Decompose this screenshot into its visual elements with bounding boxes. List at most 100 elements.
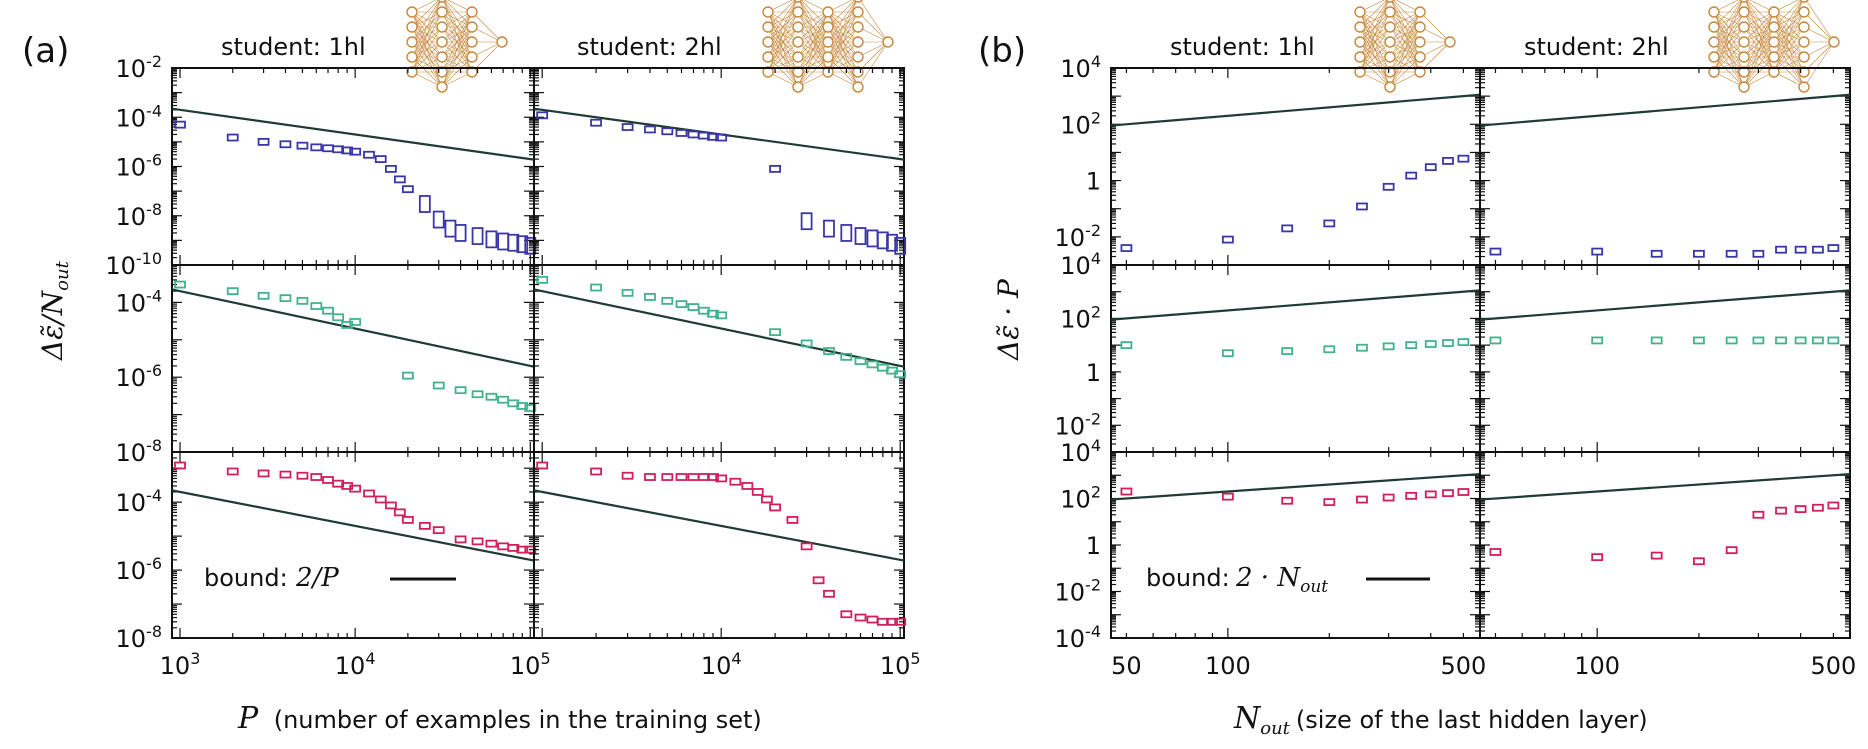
a-y-axis-label: Δε̃/Nout: [36, 260, 73, 361]
y-tick-label: 10-6: [116, 361, 163, 392]
network-node: [822, 21, 834, 33]
y-tick-label: 10-2: [1055, 221, 1102, 252]
data-point: [621, 471, 634, 480]
network-edge: [441, 26, 473, 88]
svg-text:2 · Nout: 2 · Nout: [1235, 563, 1328, 597]
network-node: [792, 6, 804, 18]
data-point: [1356, 495, 1368, 504]
x-tick-label: 105: [510, 649, 551, 680]
data-point: [1323, 498, 1336, 507]
network-edge: [1359, 11, 1391, 73]
data-point: [1457, 488, 1470, 496]
data-point: [226, 287, 239, 296]
bound-line: [1110, 289, 1481, 321]
y-tick-label: 104: [1060, 249, 1101, 280]
data-point: [516, 545, 529, 554]
data-point: [1489, 336, 1502, 345]
column-title-b-1hl: student: 1hl: [1170, 33, 1315, 61]
data-point: [1827, 501, 1840, 510]
data-point: [590, 467, 602, 476]
data-point: [454, 224, 467, 242]
data-point: [1323, 219, 1336, 228]
data-point: [1120, 487, 1133, 496]
network-node: [496, 36, 508, 48]
network-node: [762, 6, 774, 18]
data-point: [886, 233, 898, 252]
network-node: [406, 36, 418, 48]
network-node: [1384, 6, 1396, 18]
data-point: [866, 615, 879, 624]
network-node: [1798, 21, 1810, 33]
network-edge: [1713, 0, 1742, 28]
network-node: [1768, 6, 1780, 18]
network-edge: [1743, 11, 1775, 43]
network-node: [792, 51, 804, 63]
data-point: [363, 489, 375, 498]
subplot-frame: [533, 451, 905, 639]
data-point: [418, 521, 431, 530]
x-tick-label: 100: [1205, 652, 1251, 680]
data-point: [894, 617, 907, 626]
a-subplot-r2-c2: [533, 264, 907, 453]
network-edge: [411, 26, 443, 73]
data-point: [1405, 341, 1418, 350]
network-node: [436, 6, 448, 18]
data-point: [1591, 336, 1604, 345]
network-edge: [1743, 11, 1775, 58]
network-node: [1738, 51, 1750, 63]
data-point: [524, 404, 537, 412]
data-point: [760, 495, 773, 504]
x-tick-label: 105: [880, 649, 921, 680]
data-point: [1281, 224, 1294, 233]
network-edge: [441, 11, 473, 88]
y-tick-label: 10-8: [116, 436, 163, 467]
network-edge: [797, 11, 829, 58]
data-point: [1650, 551, 1663, 560]
network-edge: [1743, 41, 1775, 88]
data-point: [823, 219, 835, 238]
data-point: [507, 543, 520, 552]
network-node: [1354, 36, 1366, 48]
x-tick-label: 500: [1810, 652, 1856, 680]
data-point: [471, 227, 484, 245]
network-node: [1738, 81, 1750, 93]
data-point: [661, 127, 674, 136]
data-point: [644, 125, 656, 134]
network-node: [1414, 6, 1426, 18]
column-title-b-2hl: student: 2hl: [1524, 33, 1669, 61]
data-point: [385, 164, 397, 173]
b-subplot-r2-c2: [1479, 264, 1851, 453]
network-edge: [1713, 26, 1745, 73]
data-point: [332, 145, 345, 154]
network-node: [762, 21, 774, 33]
data-point: [401, 371, 414, 380]
data-point: [536, 275, 549, 284]
y-tick-label: 10-8: [116, 622, 163, 653]
data-point: [393, 508, 406, 517]
data-point: [886, 617, 898, 626]
data-point: [1794, 505, 1807, 514]
data-point: [393, 175, 406, 184]
data-point: [1382, 493, 1395, 502]
data-point: [516, 402, 529, 410]
data-point: [1120, 244, 1133, 252]
y-tick-label: 10-6: [116, 151, 163, 182]
data-point: [621, 288, 634, 297]
bound-line: [171, 107, 535, 161]
data-point: [497, 395, 510, 404]
subplot-frame: [533, 264, 905, 453]
b-subplot-r3-c1: 104 102 1 10-2 10-4 50 100 500: [1055, 436, 1487, 680]
y-tick-label: 10-10: [105, 249, 162, 280]
svg-text:bound:: bound:: [204, 564, 288, 592]
data-point: [687, 473, 700, 481]
data-point: [310, 302, 323, 310]
x-tick-label: 103: [160, 649, 201, 680]
panel-label-b: (b): [978, 31, 1026, 71]
network-node: [762, 36, 774, 48]
network-edge: [827, 0, 857, 43]
data-point: [1221, 349, 1234, 358]
data-point: [1405, 491, 1418, 500]
network-edge: [797, 11, 829, 43]
data-point: [1693, 336, 1705, 345]
